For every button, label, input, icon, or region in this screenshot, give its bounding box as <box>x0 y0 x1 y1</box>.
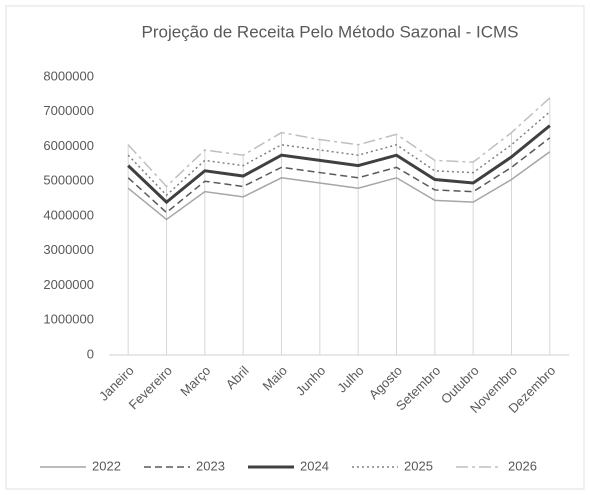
y-tick-label: 3000000 <box>43 242 94 257</box>
chart-title: Projeção de Receita Pelo Método Sazonal … <box>141 22 518 41</box>
legend-label: 2026 <box>508 458 537 473</box>
y-tick-label: 2000000 <box>43 277 94 292</box>
y-tick-label: 8000000 <box>43 68 94 83</box>
y-tick-label: 0 <box>87 346 94 361</box>
legend-label: 2025 <box>404 458 433 473</box>
y-tick-label: 7000000 <box>43 103 94 118</box>
legend-label: 2024 <box>300 458 329 473</box>
series-line <box>127 97 551 188</box>
chart-frame <box>5 5 585 490</box>
legend-label: 2023 <box>196 458 225 473</box>
y-tick-label: 5000000 <box>43 173 94 188</box>
series-line <box>127 124 551 205</box>
y-tick-label: 1000000 <box>43 312 94 327</box>
legend-label: 2022 <box>92 458 121 473</box>
series-line <box>127 151 551 221</box>
series-line <box>127 137 551 214</box>
y-tick-label: 4000000 <box>43 207 94 222</box>
y-tick-label: 6000000 <box>43 138 94 153</box>
